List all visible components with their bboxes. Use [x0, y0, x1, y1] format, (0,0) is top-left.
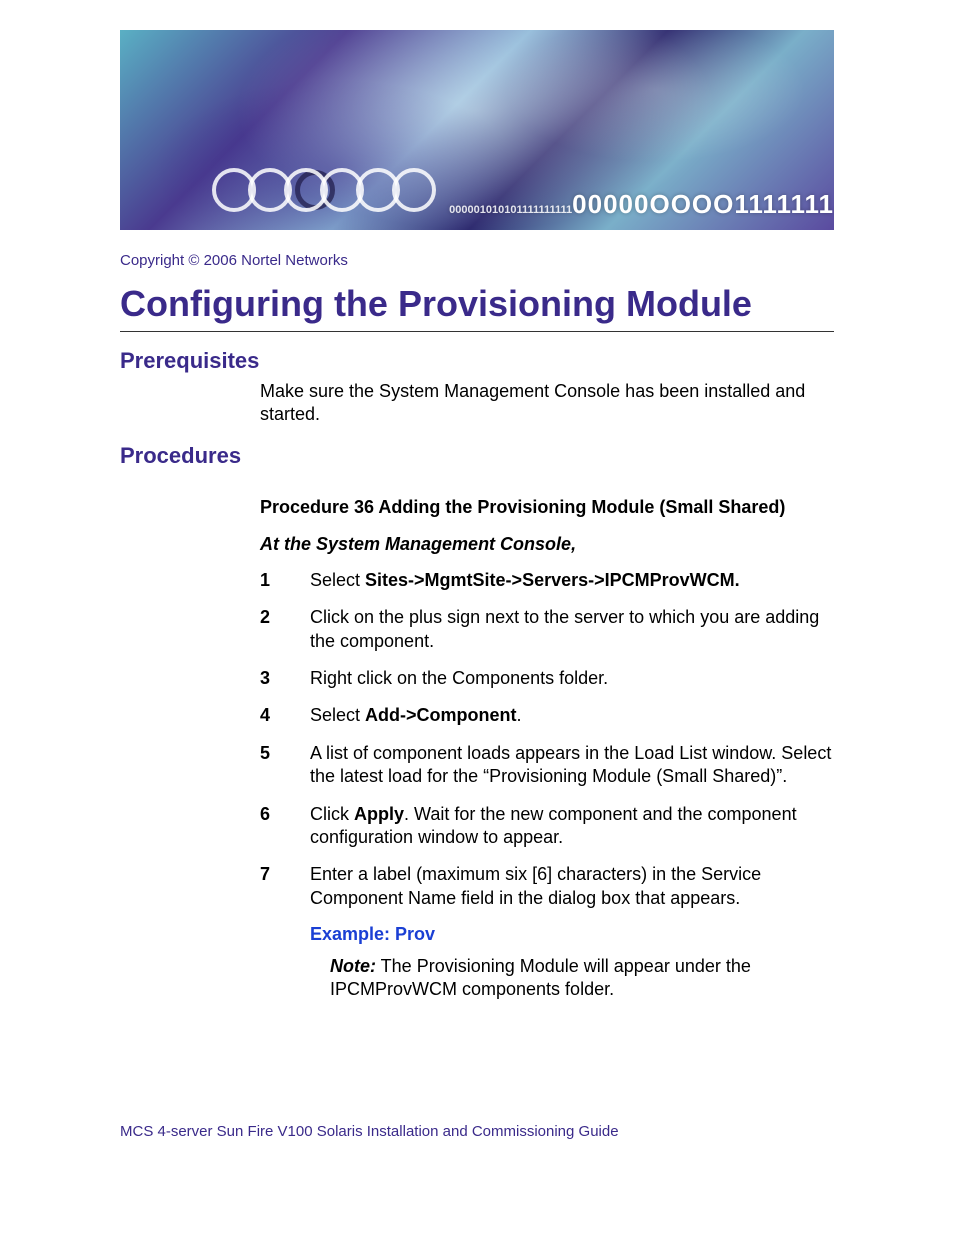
step-number: 5 [260, 742, 310, 789]
copyright-text: Copyright © 2006 Nortel Networks [120, 252, 834, 269]
step-number: 6 [260, 803, 310, 850]
step-body: Click on the plus sign next to the serve… [310, 606, 834, 653]
step-row: 3 Right click on the Components folder. [260, 667, 834, 690]
step-bold: Sites->MgmtSite->Servers->IPCMProvWCM. [365, 570, 740, 590]
note-text: The Provisioning Module will appear unde… [330, 956, 751, 999]
step-bold: Add->Component [365, 705, 516, 725]
step-number: 3 [260, 667, 310, 690]
banner-digits-mid: 00000 [572, 189, 649, 219]
section-procedures-heading: Procedures [120, 443, 834, 469]
step-body: Click Apply. Wait for the new component … [310, 803, 834, 850]
step-row: 4 Select Add->Component. [260, 704, 834, 727]
step-text: Select [310, 570, 365, 590]
step-row: 5 A list of component loads appears in t… [260, 742, 834, 789]
step-row: 1 Select Sites->MgmtSite->Servers->IPCMP… [260, 569, 834, 592]
step-number: 4 [260, 704, 310, 727]
step-body: Enter a label (maximum six [6] character… [310, 863, 834, 910]
step-text: Select [310, 705, 365, 725]
step-body: Select Add->Component. [310, 704, 834, 727]
footer-text: MCS 4-server Sun Fire V100 Solaris Insta… [120, 1123, 619, 1140]
step-row: 6 Click Apply. Wait for the new componen… [260, 803, 834, 850]
note-label: Note: [330, 956, 376, 976]
step-row: 2 Click on the plus sign next to the ser… [260, 606, 834, 653]
step-number: 1 [260, 569, 310, 592]
step-text: Click [310, 804, 354, 824]
step-row: 7 Enter a label (maximum six [6] charact… [260, 863, 834, 910]
step-body: Select Sites->MgmtSite->Servers->IPCMPro… [310, 569, 834, 592]
banner-digits-small: 000001010101111111111 [449, 204, 572, 216]
banner-digits-big: OOOO1111111 [649, 189, 834, 219]
ring-icon [392, 168, 436, 212]
step-bold: Apply [354, 804, 404, 824]
step-body: A list of component loads appears in the… [310, 742, 834, 789]
procedure-title: Procedure 36 Adding the Provisioning Mod… [260, 497, 834, 518]
prerequisites-text: Make sure the System Management Console … [260, 380, 834, 427]
header-banner: 00000101010111111111100000OOOO1111111 [120, 30, 834, 230]
note-block: Note: The Provisioning Module will appea… [330, 955, 834, 1002]
step-number: 7 [260, 863, 310, 910]
page-title: Configuring the Provisioning Module [120, 283, 834, 332]
step-text: . [517, 705, 522, 725]
banner-binary-text: 00000101010111111111100000OOOO1111111 [449, 189, 834, 220]
step-body: Right click on the Components folder. [310, 667, 834, 690]
step-number: 2 [260, 606, 310, 653]
banner-rings [220, 168, 436, 212]
procedure-subtitle: At the System Management Console, [260, 534, 834, 555]
example-label: Example: Prov [310, 924, 834, 945]
section-prerequisites-heading: Prerequisites [120, 348, 834, 374]
